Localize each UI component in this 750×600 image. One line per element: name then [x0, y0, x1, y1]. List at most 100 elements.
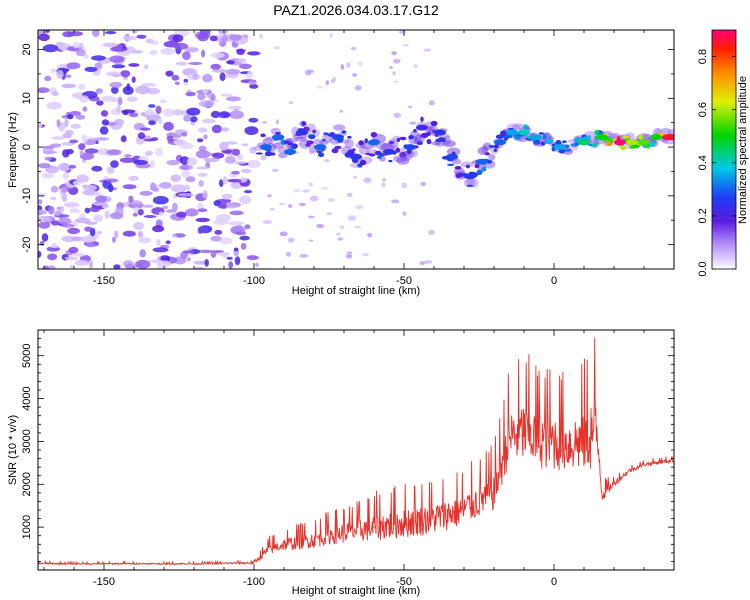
signal-blob	[545, 138, 554, 145]
noise-blob	[56, 119, 61, 128]
noise-blob	[49, 244, 59, 249]
noise-blob	[84, 207, 91, 214]
noise-blob	[155, 147, 163, 157]
signal-peak	[416, 124, 428, 131]
noise-blob	[54, 210, 61, 216]
noise-blob	[201, 49, 206, 58]
noise-blob	[38, 205, 43, 211]
signal-blob	[275, 132, 281, 135]
noise-blob	[219, 72, 226, 81]
noise-blob	[72, 253, 86, 257]
noise-blob	[138, 237, 152, 244]
noise-blob	[70, 123, 82, 129]
noise-blob	[130, 49, 144, 54]
signal-blob	[565, 148, 572, 152]
noise-blob	[240, 242, 247, 250]
noise-blob	[71, 236, 83, 242]
noise-blob	[112, 236, 116, 243]
noise-blob	[69, 264, 75, 269]
colorbar-tick-label: 0.6	[697, 102, 709, 117]
noise-speckle	[381, 181, 386, 188]
noise-blob	[142, 204, 154, 208]
noise-blob	[247, 255, 259, 260]
noise-speckle	[355, 205, 364, 210]
noise-blob	[214, 229, 223, 235]
signal-blob	[484, 152, 490, 156]
noise-blob	[144, 150, 154, 156]
noise-blob	[224, 155, 236, 164]
noise-speckle	[255, 262, 259, 267]
spectrogram-y-label: Frequency (Hz)	[7, 112, 19, 188]
noise-blob	[116, 104, 121, 113]
noise-blob	[172, 202, 178, 212]
spectrogram-signal-track	[253, 116, 674, 188]
noise-blob	[68, 164, 77, 169]
noise-blob	[122, 184, 137, 190]
noise-blob	[89, 206, 101, 213]
signal-blob	[538, 132, 544, 135]
signal-peak	[446, 153, 458, 160]
noise-blob	[239, 235, 250, 241]
noise-blob	[128, 195, 134, 203]
noise-speckle	[346, 251, 353, 254]
signal-peak	[296, 129, 308, 136]
signal-blob	[648, 142, 655, 147]
noise-blob	[241, 143, 249, 147]
signal-blob	[659, 132, 663, 136]
snr-y-label: SNR (10 * v/v)	[7, 415, 19, 485]
noise-speckle	[337, 237, 344, 241]
noise-speckle	[293, 189, 301, 192]
noise-speckle	[402, 211, 407, 216]
signal-blob	[331, 148, 339, 154]
x-tick-label: -150	[93, 275, 115, 287]
noise-blob	[226, 256, 233, 260]
signal-peak	[350, 153, 362, 160]
signal-blob	[500, 130, 508, 136]
signal-blob	[555, 140, 562, 145]
signal-peak	[494, 139, 506, 146]
noise-blob	[197, 32, 209, 42]
noise-blob	[48, 205, 55, 215]
signal-blob	[442, 138, 446, 142]
noise-blob	[182, 250, 195, 254]
signal-blob	[457, 172, 465, 177]
noise-blob	[132, 212, 138, 217]
signal-blob	[318, 152, 325, 158]
signal-blob	[368, 153, 376, 157]
noise-blob	[178, 193, 194, 197]
noise-speckle	[391, 51, 397, 56]
noise-speckle	[391, 199, 400, 204]
noise-blob	[91, 165, 103, 172]
noise-blob	[79, 150, 84, 156]
noise-blob	[113, 264, 121, 269]
noise-blob	[75, 114, 86, 120]
noise-blob	[186, 107, 201, 116]
spectrogram-panel: -150 -100 -50 0 20 10 0 -10 -20 Height of straig…	[7, 29, 675, 297]
noise-blob	[239, 195, 252, 205]
signal-blob	[652, 140, 657, 144]
noise-blob	[139, 249, 146, 258]
signal-blob	[476, 169, 483, 176]
noise-blob	[74, 259, 90, 266]
signal-blob	[592, 142, 598, 148]
noise-blob	[78, 143, 86, 151]
signal-blob	[316, 150, 322, 153]
noise-blob	[83, 54, 89, 59]
signal-blob	[482, 142, 492, 151]
noise-blob	[171, 109, 186, 116]
y-tick-label: -10	[21, 188, 33, 204]
signal-blob	[312, 129, 316, 134]
noise-blob	[38, 209, 47, 215]
noise-blob	[137, 231, 144, 238]
noise-blob	[136, 34, 147, 39]
noise-blob	[155, 105, 162, 115]
noise-blob	[38, 221, 51, 229]
noise-blob	[175, 61, 188, 66]
noise-blob	[80, 235, 96, 243]
signal-blob	[481, 166, 487, 172]
noise-blob	[225, 96, 241, 102]
noise-blob	[247, 51, 261, 56]
signal-peak	[272, 134, 284, 141]
noise-blob	[114, 230, 119, 239]
noise-blob	[248, 117, 259, 123]
